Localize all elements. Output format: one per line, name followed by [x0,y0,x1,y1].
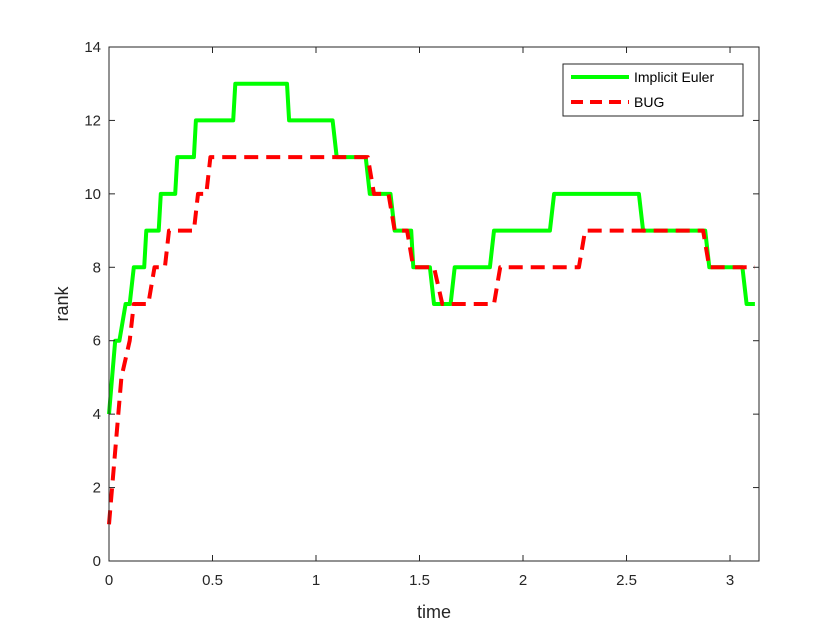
y-tick-label: 2 [93,480,101,497]
x-tick-label: 1.5 [409,572,430,589]
y-tick-label: 4 [93,406,101,423]
y-tick-label: 0 [93,553,101,570]
x-tick-label: 1 [312,572,320,589]
y-tick-label: 8 [93,259,101,276]
legend-box [562,63,744,117]
tick-layer: 0 0.5 1 1.5 2 2.5 3 0 2 4 6 8 10 12 14 [84,39,759,589]
x-axis-label: time [417,602,451,622]
x-tick-label: 2 [519,572,527,589]
y-tick-label: 10 [84,186,101,203]
legend: Implicit Euler BUG [562,63,744,117]
y-tick-label: 14 [84,39,101,56]
plot-frame [108,46,760,562]
series-layer [107,81,755,525]
legend-label-implicit-euler: Implicit Euler [634,69,714,85]
x-tick-label: 3 [726,572,734,589]
x-tick-label: 0.5 [202,572,223,589]
y-tick-label: 6 [93,333,101,350]
y-axis-label: rank [52,285,72,321]
x-tick-label: 2.5 [616,572,637,589]
series-line-bug [107,155,755,525]
series-line-implicit-euler [107,81,755,415]
y-tick-label: 12 [84,112,101,129]
x-tick-label: 0 [105,572,113,589]
legend-label-bug: BUG [634,94,664,110]
